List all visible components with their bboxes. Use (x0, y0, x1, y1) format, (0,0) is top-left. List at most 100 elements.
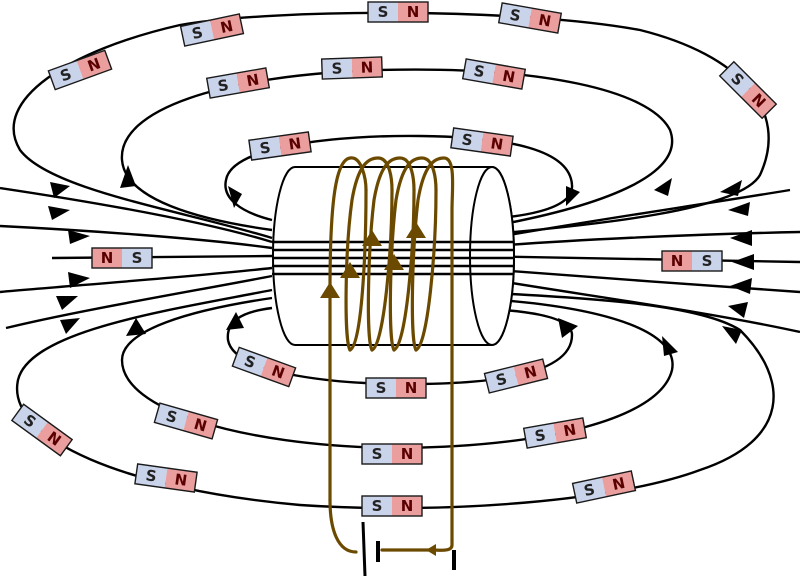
magnet-north-label: N (192, 415, 209, 436)
coil-bottom (348, 188, 368, 352)
magnet-south-half (450, 127, 484, 152)
magnet-south-half (462, 58, 496, 84)
field-arrow-icon (226, 312, 244, 330)
field-arrow-icon (50, 182, 70, 198)
magnet-north-label: N (269, 362, 287, 383)
magnet-south-half (362, 444, 392, 464)
magnet-south-half (206, 73, 240, 99)
magnet-north-half (396, 378, 426, 398)
magnet-south-label: S (494, 370, 509, 390)
magnet-south-half (154, 403, 189, 431)
magnet-outline (483, 358, 549, 394)
magnet-outline (661, 250, 723, 272)
magnet-north-half (209, 13, 244, 40)
magnet-outline (320, 56, 384, 80)
magnet-outline (450, 127, 514, 157)
field-arrow-icon (728, 302, 748, 318)
magnet-south-half (321, 58, 353, 80)
magnet-north-label: N (489, 134, 504, 154)
magnet-north-half (492, 64, 526, 90)
magnet-south-half (11, 404, 48, 439)
magnet-north-label: N (245, 70, 260, 90)
magnet-north-half (740, 82, 777, 119)
magnet-north-label: N (360, 58, 373, 76)
field-arrow-icon (228, 186, 242, 208)
magnet-outline (10, 403, 74, 457)
magnet-north-label: N (287, 134, 302, 154)
magnet-outline (231, 346, 297, 388)
magnet-south-half (692, 251, 722, 271)
magnet-north-label: N (101, 249, 114, 267)
field-arrow-icon (722, 326, 742, 344)
magnet-north-label: N (401, 445, 414, 463)
magnet-north-half (601, 470, 636, 497)
field-arrow-icon (558, 318, 578, 338)
field-arrow-icon (68, 230, 90, 244)
magnet-north-half (92, 248, 122, 268)
magnet-south-half (523, 423, 557, 449)
magnet-north-half (164, 468, 198, 493)
lead-wire-right (380, 538, 454, 552)
current-arrow-icon (362, 230, 382, 246)
field-arrow-icon (120, 165, 136, 188)
current-arrow-icon (406, 222, 426, 238)
magnet-south-label: S (461, 130, 474, 149)
field-arrow-icon (60, 318, 80, 334)
magnet-outline (134, 463, 198, 493)
magnet-south-label: S (132, 249, 143, 267)
magnet-outline (497, 2, 563, 34)
magnet-outline (461, 58, 527, 90)
magnet-north-label: N (401, 497, 414, 515)
lead-wire-left (328, 498, 358, 554)
magnet-south-half (719, 61, 756, 98)
field-line-left-5 (5, 274, 273, 330)
field-line-outer-bottom (15, 288, 775, 510)
magnet-outline (522, 417, 588, 449)
current-arrow-icon (340, 262, 360, 278)
coil-turn (366, 156, 416, 352)
compass-magnet: SN (718, 60, 778, 120)
magnet-north-label: N (173, 470, 188, 490)
magnet-south-label: S (582, 480, 596, 500)
field-arrow-icon (730, 278, 752, 294)
coil-bottom (370, 188, 394, 352)
field-line-left-1 (0, 186, 273, 244)
magnet-north-label: N (562, 420, 577, 440)
magnet-south-half (498, 2, 532, 28)
coil-turn (344, 156, 394, 352)
field-arrow-icon (720, 180, 742, 196)
field-line-left-2 (0, 224, 273, 250)
magnet-outline (367, 1, 429, 23)
magnet-outline (571, 470, 637, 504)
magnet-outline (718, 60, 778, 120)
magnet-south-half (180, 20, 215, 47)
magnet-outline (153, 402, 219, 440)
magnet-north-half (662, 251, 692, 271)
magnet-outline (179, 13, 245, 47)
field-arrow-icon (126, 318, 146, 336)
magnet-south-half (368, 2, 398, 22)
field-arrow-icon (68, 272, 90, 288)
magnet-south-label: S (145, 466, 158, 485)
coil-turn (388, 156, 438, 352)
magnet-north-label: N (219, 17, 235, 37)
field-arrow-icon (654, 178, 672, 196)
magnet-south-label: S (190, 23, 204, 43)
magnet-south-label: S (372, 497, 383, 515)
magnet-north-half (278, 131, 312, 156)
current-arrow-icon (426, 544, 436, 556)
magnet-north-half (480, 132, 514, 157)
magnet-south-label: S (216, 76, 230, 96)
